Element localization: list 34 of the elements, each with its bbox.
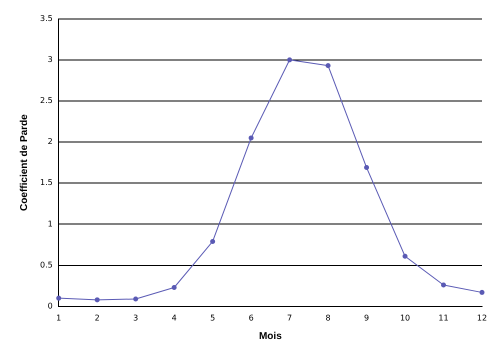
x-tick-label: 9: [364, 313, 370, 322]
y-tick-label: 3.5: [40, 14, 53, 23]
point: [56, 296, 62, 301]
y-tick-label: 3: [48, 54, 53, 64]
x-tick-label: 10: [400, 313, 410, 322]
x-tick-label: 4: [172, 313, 177, 322]
point: [94, 297, 100, 302]
x-tick-label: 5: [210, 313, 216, 322]
x-tick-label: 6: [248, 313, 254, 322]
x-tick-label: 3: [133, 313, 138, 322]
point: [441, 282, 446, 288]
point: [402, 254, 408, 259]
y-tick-label: 1: [48, 219, 53, 228]
x-tick-label: 1: [56, 313, 62, 322]
point: [172, 285, 177, 290]
x-axis-title: Mois: [258, 330, 282, 342]
point: [210, 238, 216, 244]
point: [364, 165, 370, 170]
point: [326, 63, 331, 68]
point: [287, 57, 292, 62]
x-tick-label: 12: [476, 313, 488, 322]
y-tick-label: 1.5: [40, 178, 53, 188]
x-tick-label: 8: [326, 313, 331, 322]
x-tick-label: 7: [287, 313, 292, 322]
y-axis-title: Coefficient de Parde: [18, 114, 30, 211]
y-tick-label: 0.5: [40, 260, 53, 270]
y-tick-label: 0: [48, 301, 53, 310]
point: [480, 290, 484, 295]
y-tick-label: 2.5: [40, 96, 53, 106]
y-tick-label: 2: [48, 137, 53, 146]
point: [133, 296, 138, 302]
x-tick-label: 11: [438, 313, 449, 322]
x-tick-label: 2: [94, 313, 100, 322]
point: [248, 135, 254, 140]
